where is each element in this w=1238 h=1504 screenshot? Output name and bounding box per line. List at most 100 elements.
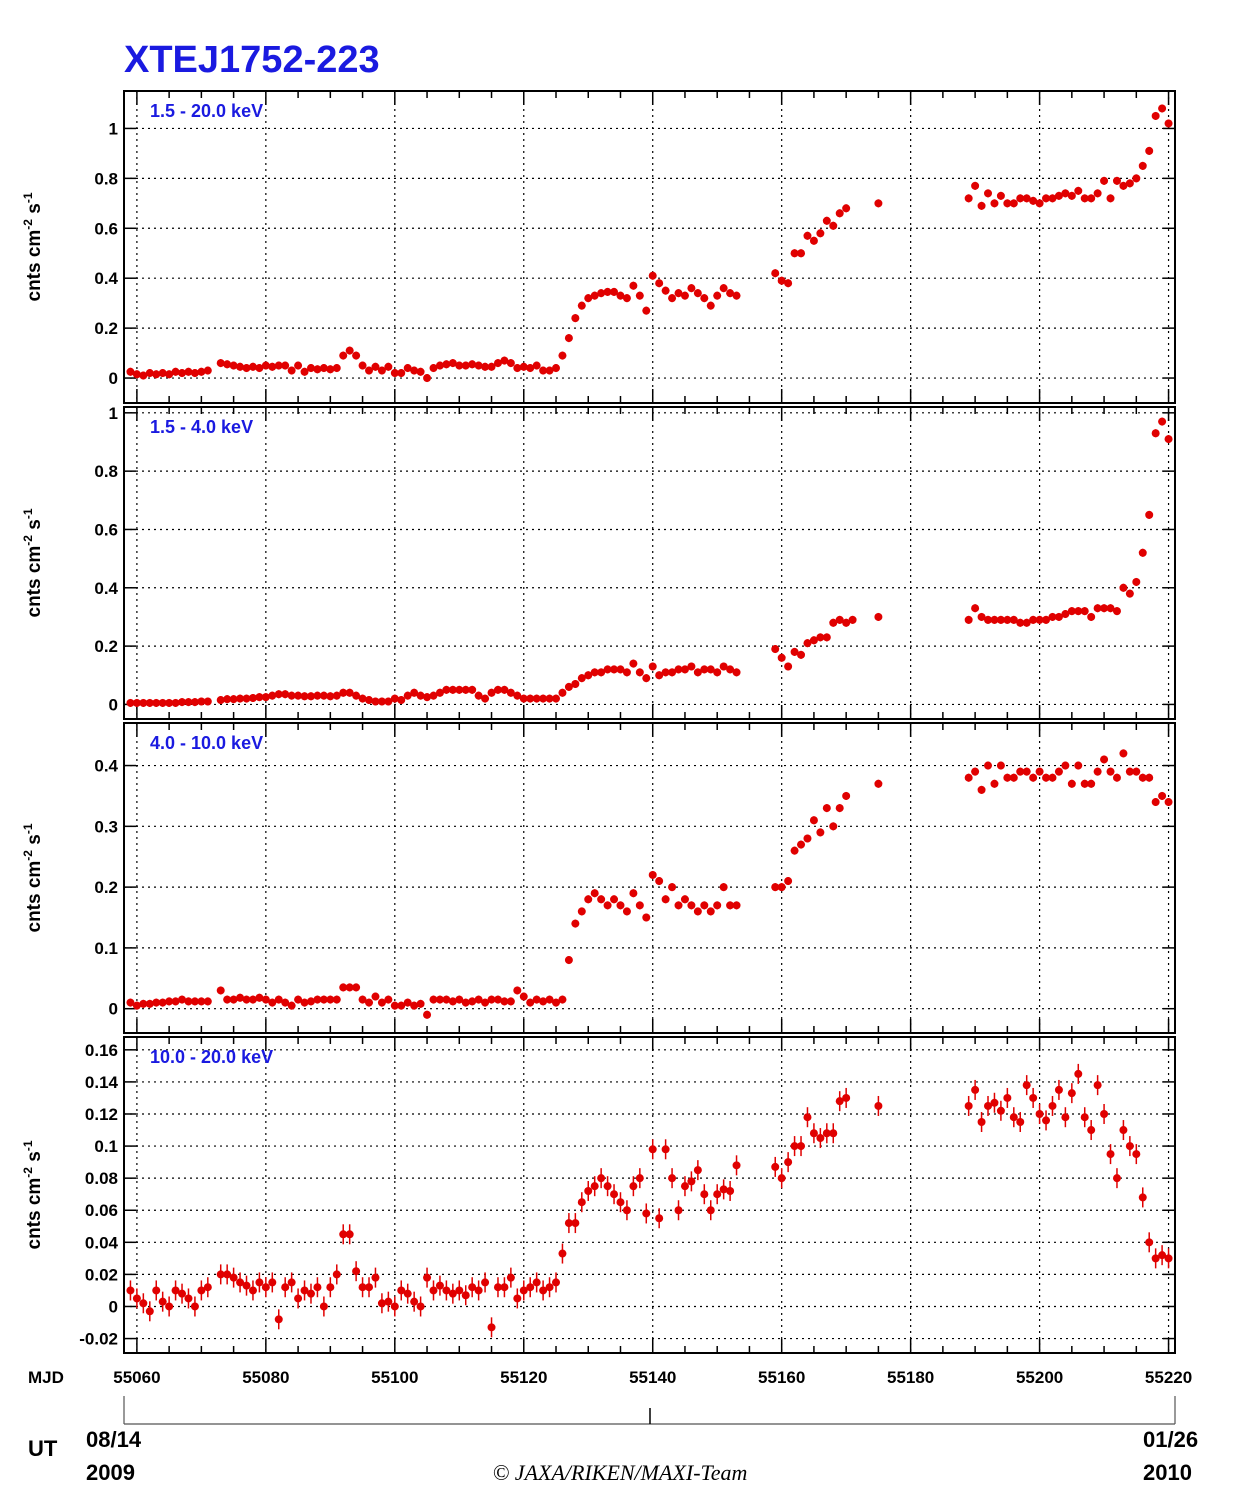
x-tick-label: 55060 <box>113 1368 160 1387</box>
data-point <box>564 1219 573 1228</box>
data-point <box>216 1270 225 1279</box>
data-point <box>126 1286 135 1295</box>
data-point <box>255 1278 264 1287</box>
data-point <box>816 828 825 837</box>
data-point <box>319 364 328 373</box>
data-point <box>332 364 341 373</box>
data-point <box>539 366 548 375</box>
data-point <box>771 1162 780 1171</box>
data-point <box>410 1297 419 1306</box>
data-point <box>248 694 257 703</box>
data-point <box>842 618 851 627</box>
data-point <box>797 650 806 659</box>
data-point <box>809 816 818 825</box>
data-point <box>1093 767 1102 776</box>
data-point <box>242 1281 251 1290</box>
data-point <box>519 362 528 371</box>
data-point <box>732 291 741 300</box>
data-point <box>236 362 245 371</box>
data-point <box>261 995 270 1004</box>
data-point <box>732 668 741 677</box>
data-point <box>564 956 573 965</box>
data-point <box>158 369 167 378</box>
data-point <box>429 995 438 1004</box>
data-point <box>158 1297 167 1306</box>
data-point <box>616 291 625 300</box>
data-point <box>558 995 567 1004</box>
data-point <box>777 276 786 285</box>
data-point <box>655 1214 664 1223</box>
data-point <box>558 351 567 360</box>
panel-1: 0 0.2 0.4 0.6 0.8 1 1.5 - 20.0 keV cnts cm-2 s-… <box>21 90 1176 404</box>
data-point <box>797 249 806 258</box>
data-point <box>500 356 509 365</box>
data-point <box>442 685 451 694</box>
data-point <box>352 1267 361 1276</box>
data-point <box>248 362 257 371</box>
data-point <box>1035 199 1044 208</box>
data-point <box>971 767 980 776</box>
data-point <box>171 367 180 376</box>
data-point <box>842 791 851 800</box>
data-point <box>706 907 715 916</box>
data-point <box>377 1299 386 1308</box>
data-point <box>403 691 412 700</box>
x-tick-label: 55140 <box>629 1368 676 1387</box>
data-point <box>313 691 322 700</box>
data-point <box>397 369 406 378</box>
data-point <box>416 1302 425 1311</box>
data-point <box>294 361 303 370</box>
data-point <box>629 1182 638 1191</box>
data-point <box>977 612 986 621</box>
data-point <box>513 986 522 995</box>
data-point <box>332 1270 341 1279</box>
data-point <box>532 361 541 370</box>
chart-title: XTEJ1752-223 <box>124 39 380 81</box>
data-point <box>281 361 290 370</box>
data-point <box>371 992 380 1001</box>
data-point <box>713 291 722 300</box>
data-point <box>700 1190 709 1199</box>
data-point <box>719 883 728 892</box>
data-point <box>506 359 515 368</box>
data-point <box>835 209 844 218</box>
energy-band-label: 10.0 - 20.0 keV <box>150 1047 273 1067</box>
data-point <box>190 997 199 1006</box>
data-point <box>1080 779 1089 788</box>
data-point <box>1087 612 1096 621</box>
data-point <box>216 696 225 705</box>
data-point <box>1125 1142 1134 1151</box>
data-point <box>1061 189 1070 198</box>
data-point <box>577 674 586 683</box>
data-point <box>977 201 986 210</box>
data-point <box>442 360 451 369</box>
data-point <box>1048 773 1057 782</box>
data-point <box>377 697 386 706</box>
data-point <box>532 995 541 1004</box>
data-point <box>326 1283 335 1292</box>
data-point <box>803 834 812 843</box>
data-point <box>274 361 283 370</box>
data-point <box>648 662 657 671</box>
data-point <box>294 1294 303 1303</box>
data-point <box>203 366 212 375</box>
data-point <box>713 668 722 677</box>
data-point <box>326 692 335 701</box>
data-point <box>319 995 328 1004</box>
data-point <box>977 1118 986 1127</box>
panel-frame <box>123 1036 1176 1354</box>
data-point <box>1022 618 1031 627</box>
data-point <box>1003 199 1012 208</box>
data-point <box>1067 191 1076 200</box>
data-point <box>455 361 464 370</box>
data-point <box>1132 767 1141 776</box>
data-point <box>506 688 515 697</box>
data-point <box>577 301 586 310</box>
data-point <box>178 369 187 378</box>
data-point <box>255 693 264 702</box>
data-point <box>1061 610 1070 619</box>
data-point <box>487 688 496 697</box>
data-point <box>680 291 689 300</box>
data-point <box>319 691 328 700</box>
data-point <box>274 995 283 1004</box>
